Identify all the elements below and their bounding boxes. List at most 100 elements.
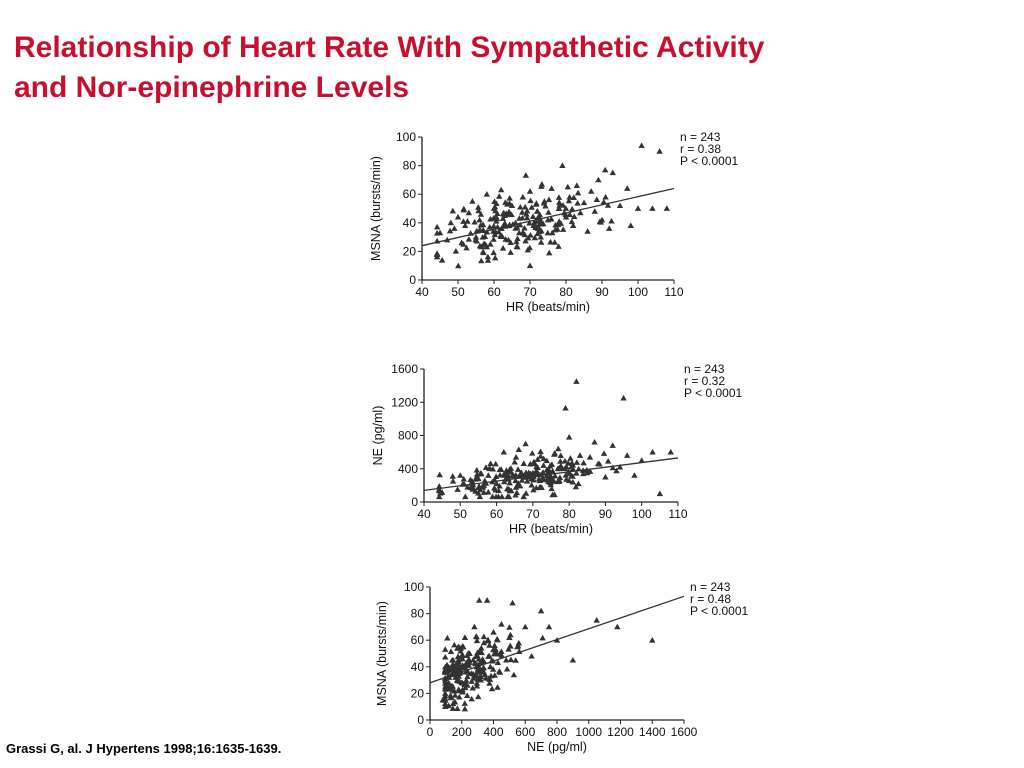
- data-point: [548, 485, 555, 492]
- x-tick-label: 1600: [671, 725, 698, 739]
- data-point: [575, 480, 582, 487]
- data-point: [616, 463, 624, 470]
- data-point: [526, 219, 533, 226]
- data-point: [597, 219, 605, 225]
- data-point: [568, 218, 576, 225]
- data-point: [588, 188, 595, 194]
- data-point: [475, 693, 482, 700]
- data-point: [546, 249, 553, 256]
- data-point: [602, 193, 609, 200]
- data-point: [562, 205, 570, 211]
- data-point: [478, 649, 485, 656]
- x-tick-label: 1200: [607, 725, 634, 739]
- x-tick-label: 90: [595, 285, 609, 299]
- data-point: [498, 621, 505, 627]
- data-point: [473, 682, 481, 689]
- data-point: [491, 672, 498, 678]
- regression-line: [421, 187, 675, 247]
- data-point: [491, 254, 499, 261]
- data-point: [473, 637, 481, 644]
- data-point: [484, 257, 492, 263]
- data-point: [556, 205, 563, 212]
- data-point: [557, 220, 565, 226]
- data-point: [591, 438, 598, 445]
- data-point: [528, 481, 535, 488]
- data-point: [480, 664, 487, 671]
- data-point: [455, 262, 462, 269]
- data-point: [492, 460, 499, 467]
- data-point: [506, 479, 513, 486]
- data-point: [649, 448, 656, 455]
- data-point: [490, 222, 497, 229]
- data-point: [556, 201, 563, 208]
- x-tick-label: 50: [451, 285, 465, 299]
- x-tick-label: 40: [417, 507, 431, 521]
- data-point: [471, 218, 478, 225]
- data-point: [555, 445, 562, 452]
- data-point: [551, 239, 558, 245]
- data-point: [512, 657, 519, 663]
- stat-label: r = 0.38: [680, 142, 721, 156]
- data-point: [442, 703, 449, 710]
- data-point: [602, 473, 609, 480]
- data-point: [527, 197, 534, 204]
- data-point: [584, 469, 591, 476]
- data-point: [449, 478, 457, 484]
- data-point: [476, 597, 483, 603]
- data-point: [577, 209, 584, 216]
- data-point: [570, 194, 578, 200]
- x-tick-label: 0: [427, 725, 434, 739]
- data-point: [502, 199, 509, 205]
- data-point: [543, 472, 550, 479]
- stat-label: n = 243: [690, 580, 731, 594]
- data-point: [453, 664, 460, 671]
- data-point: [492, 213, 500, 220]
- data-point: [522, 469, 530, 476]
- data-point: [508, 211, 515, 218]
- data-point: [565, 433, 573, 440]
- data-point: [528, 204, 535, 210]
- data-point: [573, 182, 580, 189]
- stat-label: P < 0.0001: [680, 154, 738, 168]
- data-point: [511, 458, 518, 465]
- data-point: [463, 244, 470, 251]
- data-point: [596, 460, 603, 467]
- data-point: [539, 469, 547, 475]
- x-axis-label: NE (pg/ml): [527, 740, 587, 754]
- data-point: [521, 231, 528, 238]
- data-point: [462, 679, 469, 686]
- data-point: [481, 671, 489, 677]
- data-point: [573, 378, 580, 384]
- data-point: [506, 195, 513, 201]
- data-point: [531, 234, 539, 241]
- x-tick-label: 100: [632, 507, 652, 521]
- x-tick-label: 50: [454, 507, 468, 521]
- data-point: [516, 221, 524, 228]
- y-tick-label: 20: [403, 244, 417, 258]
- data-point: [463, 677, 470, 683]
- data-point: [569, 473, 576, 479]
- data-point: [537, 448, 544, 455]
- data-point: [543, 457, 550, 464]
- data-point: [580, 459, 587, 466]
- data-point: [520, 460, 528, 466]
- data-point: [477, 211, 485, 217]
- data-point: [465, 209, 472, 216]
- x-tick-label: 80: [562, 507, 576, 521]
- y-tick-label: 40: [411, 660, 425, 674]
- y-tick-label: 0: [417, 713, 424, 727]
- data-point: [546, 462, 554, 469]
- data-point: [479, 248, 487, 255]
- data-point: [492, 207, 499, 214]
- data-point: [507, 656, 515, 663]
- data-point: [521, 203, 529, 210]
- data-point: [528, 652, 535, 659]
- data-point: [521, 224, 528, 231]
- data-point: [568, 463, 575, 470]
- data-point: [503, 656, 510, 663]
- data-point: [480, 668, 487, 675]
- data-point: [455, 656, 462, 663]
- slide-title-line-1: Relationship of Heart Rate With Sympathe…: [14, 31, 765, 64]
- data-point: [459, 652, 467, 659]
- data-point: [609, 169, 616, 176]
